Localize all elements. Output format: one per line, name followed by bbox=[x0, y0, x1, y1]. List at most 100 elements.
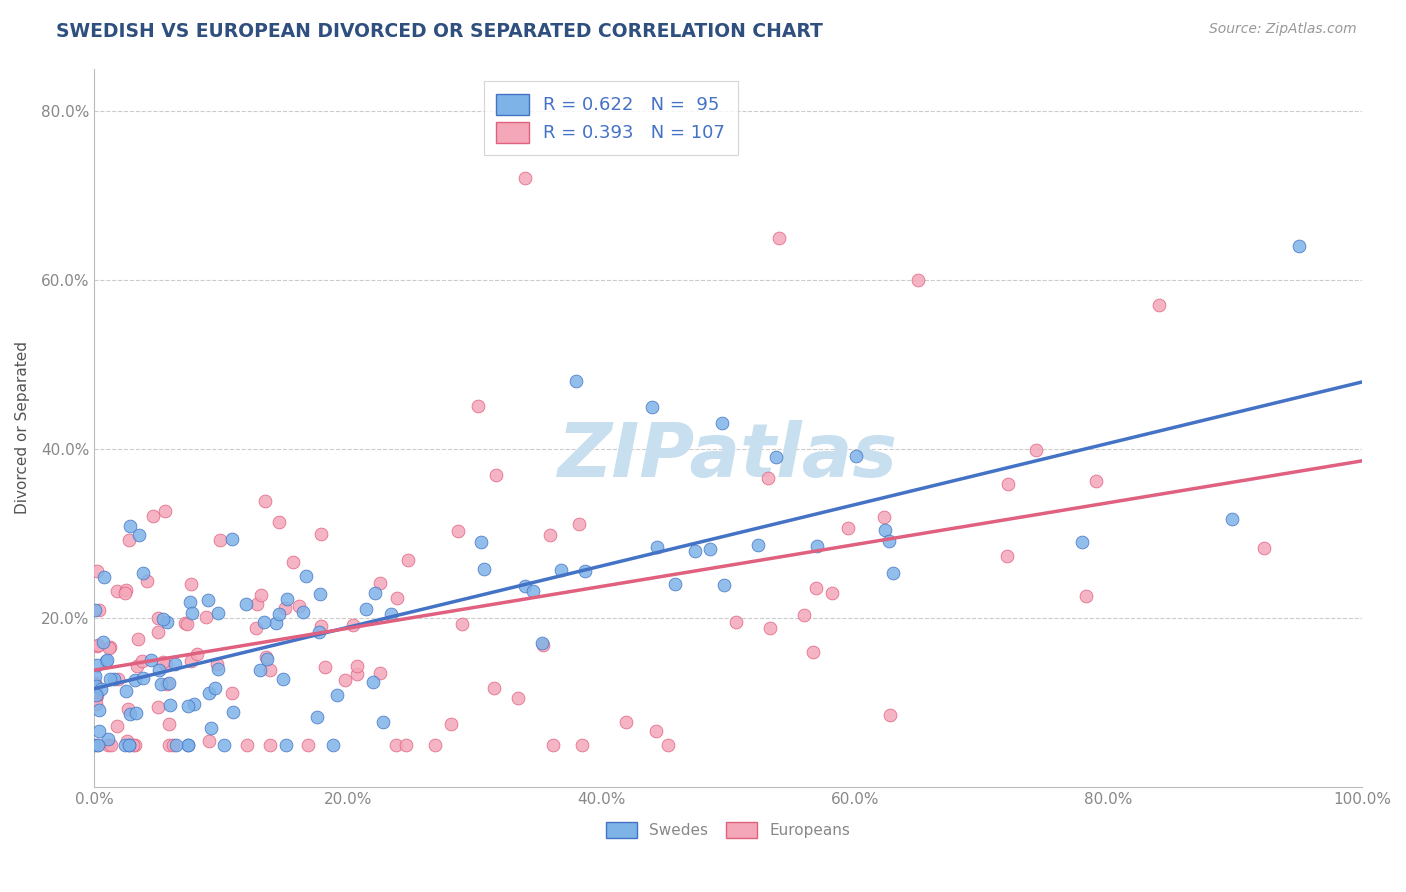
Point bbox=[86, 689, 108, 703]
Point bbox=[86, 639, 108, 653]
Point bbox=[314, 659, 336, 673]
Point bbox=[165, 657, 187, 671]
Point bbox=[177, 698, 200, 713]
Point bbox=[197, 593, 219, 607]
Point bbox=[159, 738, 181, 752]
Point bbox=[470, 535, 492, 549]
Point bbox=[183, 698, 205, 712]
Point bbox=[756, 471, 779, 485]
Point bbox=[83, 684, 105, 698]
Point bbox=[423, 738, 446, 752]
Point bbox=[845, 450, 868, 464]
Point bbox=[307, 710, 329, 724]
Point bbox=[259, 663, 281, 677]
Point bbox=[801, 645, 824, 659]
Point bbox=[724, 615, 747, 629]
Point bbox=[195, 610, 218, 624]
Point bbox=[128, 528, 150, 542]
Point bbox=[87, 703, 110, 717]
Point bbox=[264, 616, 287, 631]
Point bbox=[165, 738, 187, 752]
Point bbox=[1253, 541, 1275, 555]
Point bbox=[207, 657, 229, 671]
Point bbox=[506, 690, 529, 705]
Point bbox=[148, 663, 170, 677]
Point bbox=[309, 619, 332, 633]
Point bbox=[821, 585, 844, 599]
Point bbox=[87, 723, 110, 738]
Point bbox=[873, 523, 896, 537]
Point bbox=[93, 570, 115, 584]
Point bbox=[287, 599, 309, 614]
Point bbox=[713, 578, 735, 592]
Point bbox=[98, 673, 121, 687]
Point bbox=[256, 652, 278, 666]
Point bbox=[1085, 474, 1108, 488]
Point bbox=[440, 717, 463, 731]
Point bbox=[83, 669, 105, 683]
Point bbox=[641, 400, 664, 414]
Point bbox=[146, 610, 169, 624]
Point bbox=[200, 721, 222, 735]
Point bbox=[364, 585, 387, 599]
Point bbox=[568, 516, 591, 531]
Point bbox=[664, 577, 686, 591]
Point bbox=[758, 621, 780, 635]
Point bbox=[274, 738, 297, 752]
Point bbox=[308, 624, 330, 639]
Point bbox=[485, 468, 508, 483]
Point bbox=[114, 738, 136, 752]
Point bbox=[245, 621, 267, 635]
Point bbox=[482, 681, 505, 696]
Point bbox=[685, 544, 707, 558]
Point bbox=[645, 723, 668, 738]
Point bbox=[236, 738, 259, 752]
Point bbox=[83, 676, 105, 690]
Point bbox=[148, 700, 170, 714]
Point bbox=[370, 666, 392, 681]
Point bbox=[747, 538, 769, 552]
Point bbox=[474, 562, 496, 576]
Point bbox=[132, 566, 155, 580]
Point bbox=[132, 672, 155, 686]
Point bbox=[115, 734, 138, 748]
Point bbox=[120, 706, 142, 721]
Point bbox=[565, 375, 588, 389]
Point bbox=[710, 416, 733, 430]
Point bbox=[274, 601, 297, 615]
Point bbox=[995, 549, 1018, 563]
Point bbox=[155, 658, 177, 673]
Point bbox=[531, 636, 554, 650]
Point bbox=[395, 738, 418, 752]
Point bbox=[1076, 589, 1098, 603]
Point bbox=[253, 493, 276, 508]
Point bbox=[121, 738, 143, 752]
Point bbox=[180, 577, 202, 591]
Point bbox=[90, 682, 112, 697]
Point bbox=[380, 607, 402, 622]
Point bbox=[156, 677, 179, 691]
Point bbox=[297, 738, 319, 752]
Point bbox=[94, 655, 117, 669]
Point bbox=[204, 681, 226, 696]
Point bbox=[124, 673, 146, 687]
Point bbox=[371, 714, 394, 729]
Point bbox=[322, 738, 344, 752]
Point bbox=[114, 585, 136, 599]
Point bbox=[135, 574, 157, 588]
Point bbox=[152, 612, 174, 626]
Point bbox=[354, 601, 377, 615]
Point bbox=[87, 738, 110, 752]
Point bbox=[180, 607, 202, 621]
Point bbox=[513, 579, 536, 593]
Point bbox=[118, 519, 141, 533]
Point bbox=[177, 738, 200, 752]
Point bbox=[114, 684, 136, 698]
Point bbox=[124, 738, 146, 752]
Point bbox=[139, 653, 162, 667]
Point bbox=[207, 606, 229, 620]
Point bbox=[86, 564, 108, 578]
Point bbox=[882, 566, 904, 580]
Point bbox=[86, 658, 108, 673]
Point bbox=[768, 230, 790, 244]
